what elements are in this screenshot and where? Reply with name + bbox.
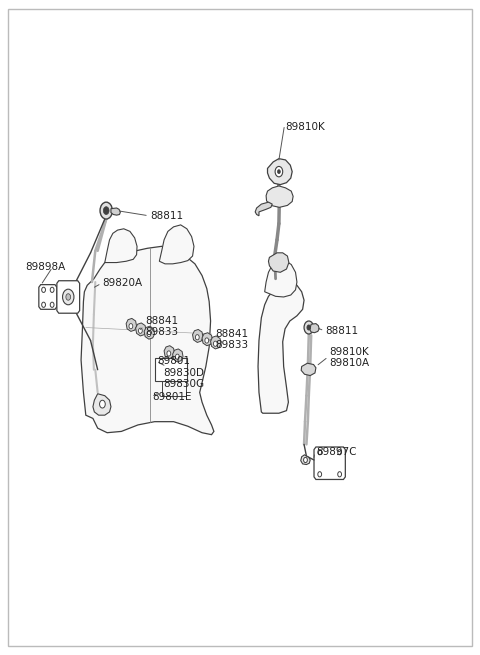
Circle shape <box>42 288 46 292</box>
Text: 89833: 89833 <box>216 340 249 350</box>
Polygon shape <box>159 225 194 264</box>
Polygon shape <box>268 253 289 272</box>
Text: 89810K: 89810K <box>329 346 369 356</box>
Polygon shape <box>258 284 304 413</box>
Polygon shape <box>173 349 183 362</box>
Circle shape <box>275 166 283 177</box>
Polygon shape <box>211 336 221 349</box>
Circle shape <box>129 324 133 329</box>
Circle shape <box>62 290 74 305</box>
Polygon shape <box>264 261 297 297</box>
Polygon shape <box>310 324 319 333</box>
Circle shape <box>176 354 179 360</box>
Circle shape <box>214 341 217 346</box>
Polygon shape <box>314 447 345 479</box>
Circle shape <box>138 328 142 333</box>
Polygon shape <box>301 364 316 375</box>
Circle shape <box>42 302 46 307</box>
Polygon shape <box>81 246 214 435</box>
Text: 88811: 88811 <box>325 326 359 336</box>
Polygon shape <box>202 333 213 346</box>
Circle shape <box>304 321 313 334</box>
Circle shape <box>338 449 342 455</box>
Text: 89801E: 89801E <box>152 392 192 402</box>
Text: 89801: 89801 <box>157 356 190 366</box>
Polygon shape <box>136 323 146 336</box>
Circle shape <box>205 338 209 343</box>
Text: 88811: 88811 <box>150 211 183 221</box>
Polygon shape <box>301 455 310 464</box>
Polygon shape <box>126 318 137 331</box>
Text: 89830D: 89830D <box>163 368 204 378</box>
Circle shape <box>50 288 54 292</box>
Text: 89820A: 89820A <box>102 278 143 288</box>
Circle shape <box>277 170 280 174</box>
Circle shape <box>307 325 311 330</box>
Circle shape <box>99 400 105 408</box>
Circle shape <box>103 207 109 214</box>
Text: 89833: 89833 <box>145 327 178 337</box>
Text: 89898A: 89898A <box>25 262 66 272</box>
Polygon shape <box>255 202 272 215</box>
Circle shape <box>303 457 307 462</box>
Polygon shape <box>164 346 175 359</box>
Polygon shape <box>57 281 80 313</box>
Circle shape <box>318 449 322 455</box>
Polygon shape <box>105 229 137 263</box>
Circle shape <box>318 472 322 477</box>
Polygon shape <box>267 159 292 185</box>
Text: 88841: 88841 <box>216 329 249 339</box>
Circle shape <box>195 335 199 340</box>
Text: 89810A: 89810A <box>329 358 369 367</box>
Text: 89897C: 89897C <box>316 447 357 457</box>
Circle shape <box>167 351 171 356</box>
Text: 88841: 88841 <box>145 316 178 326</box>
Text: 89810K: 89810K <box>285 122 325 132</box>
Bar <box>155 358 187 381</box>
Polygon shape <box>111 208 120 215</box>
Text: 89830G: 89830G <box>163 379 204 389</box>
Circle shape <box>66 293 71 300</box>
Polygon shape <box>39 285 57 309</box>
Polygon shape <box>144 326 155 339</box>
Polygon shape <box>266 186 293 208</box>
Polygon shape <box>93 394 111 415</box>
Circle shape <box>100 202 112 219</box>
Circle shape <box>338 472 342 477</box>
Circle shape <box>50 302 54 307</box>
Polygon shape <box>192 329 203 343</box>
Circle shape <box>147 331 151 337</box>
